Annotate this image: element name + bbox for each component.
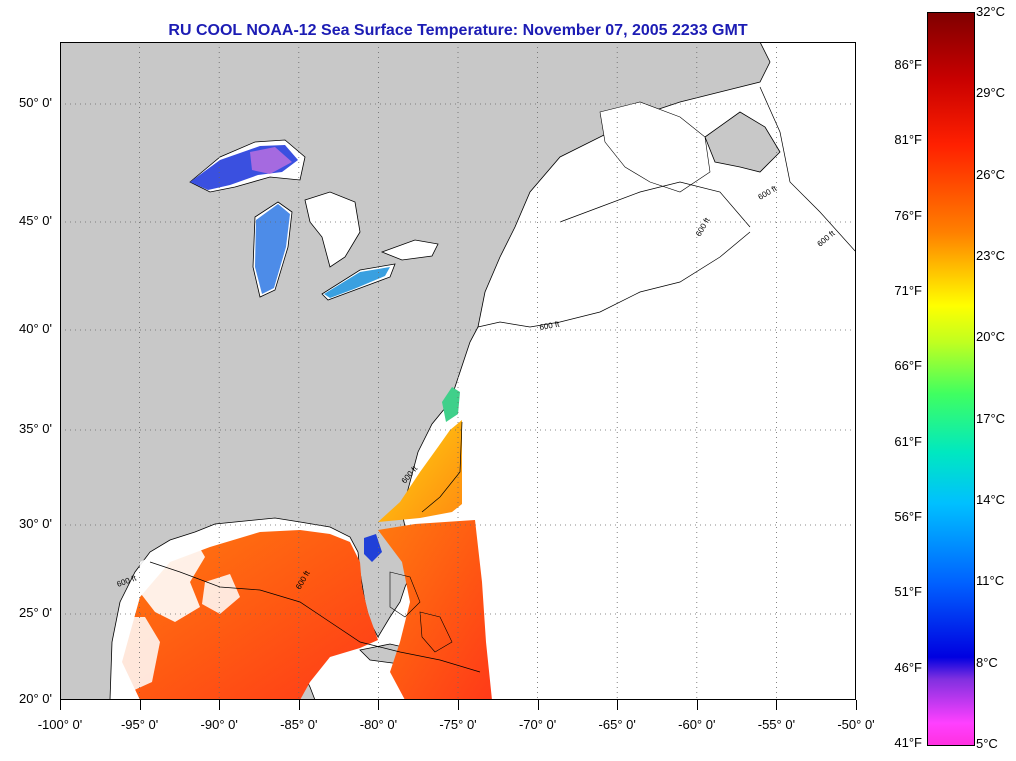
latitude-tick-label: 50° 0'	[19, 95, 52, 110]
sst-atlantic-florida	[378, 520, 492, 700]
colorbar-fahrenheit-label: 41°F	[894, 735, 922, 750]
latitude-tick-label: 30° 0'	[19, 516, 52, 531]
longitude-tick	[776, 700, 778, 710]
gulf-st-lawrence	[599, 101, 711, 193]
latitude-tick-label: 25° 0'	[19, 605, 52, 620]
newfoundland-land	[704, 111, 781, 173]
latitude-tick-label: 35° 0'	[19, 421, 52, 436]
longitude-tick	[139, 700, 141, 710]
colorbar-fahrenheit-label: 76°F	[894, 207, 922, 223]
longitude-tick	[60, 700, 61, 710]
longitude-tick-label: -70° 0'	[518, 717, 557, 732]
longitude-tick-label: -100° 0'	[37, 717, 83, 732]
sst-cloud-patch	[138, 540, 205, 622]
sst-gulf-stream	[378, 420, 462, 522]
longitude-tick-label: -75° 0'	[439, 717, 477, 732]
colorbar-celsius-label: 32°C	[976, 4, 1006, 19]
bahamas-outline	[389, 571, 453, 653]
sst-lake-michigan	[255, 204, 290, 294]
map-border	[60, 42, 856, 700]
longitude-tick-label: -85° 0'	[280, 717, 318, 732]
longitude-tick-label: -95° 0'	[120, 717, 159, 732]
longitude-tick-label: -65° 0'	[598, 717, 636, 732]
sst-lake-erie	[324, 267, 390, 298]
longitude-tick	[537, 700, 539, 710]
colorbar-fahrenheit-label: 61°F	[894, 433, 922, 449]
colorbar-celsius-label: 23°C	[976, 248, 1006, 263]
colorbar-celsius-label: 5°C	[976, 736, 998, 751]
colorbar-celsius-label: 20°C	[976, 329, 1006, 345]
map-title: RU COOL NOAA-12 Sea Surface Temperature:…	[168, 22, 748, 39]
longitude-tick-label: -55° 0'	[757, 717, 796, 732]
colorbar-celsius-label: 11°C	[976, 573, 1005, 589]
longitude-tick	[378, 700, 380, 710]
sst-map[interactable]: 600 ft 600 ft 600 ft 600 ft 600 ft 600 ft 600 …	[59, 41, 857, 701]
colorbar-fahrenheit-label: 86°F	[894, 57, 922, 72]
longitude-tick	[856, 700, 857, 710]
longitude-tick	[219, 700, 221, 710]
sst-cool-shelf	[442, 387, 460, 422]
longitude-tick-label: -90° 0'	[200, 717, 238, 732]
temperature-colorbar[interactable]	[927, 12, 975, 746]
lake-huron	[304, 191, 361, 268]
longitude-tick	[458, 700, 459, 710]
colorbar-celsius-label: 29°C	[976, 85, 1006, 101]
colorbar-fahrenheit-label: 71°F	[894, 283, 922, 298]
lake-ontario	[380, 239, 439, 261]
sst-cool-patch	[364, 534, 382, 562]
longitude-tick-label: -80° 0'	[359, 717, 398, 732]
longitude-tick	[298, 700, 300, 710]
sst-lake-superior-cool	[250, 147, 292, 174]
longitude-tick	[617, 700, 619, 710]
sst-cloud-patch	[118, 617, 160, 692]
colorbar-fahrenheit-label: 51°F	[894, 584, 922, 600]
longitude-tick	[696, 700, 698, 710]
longitude-tick-label: -60° 0'	[678, 717, 716, 732]
latitude-tick-label: 45° 0'	[19, 213, 52, 228]
colorbar-fahrenheit-label: 46°F	[894, 659, 922, 675]
colorbar-fahrenheit-label: 81°F	[894, 132, 922, 148]
colorbar-fahrenheit-label: 56°F	[894, 509, 922, 524]
latitude-tick-label: 20° 0'	[19, 691, 52, 706]
isobath-label: 600 ft	[539, 319, 561, 331]
colorbar-fahrenheit-label: 66°F	[894, 358, 922, 374]
longitude-tick-label: -50° 0'	[837, 717, 875, 732]
latitude-tick-label: 40° 0'	[19, 321, 52, 336]
colorbar-celsius-label: 17°C	[976, 410, 1006, 426]
isobath-600ft-line	[149, 86, 857, 673]
colorbar-celsius-label: 26°C	[976, 166, 1006, 182]
colorbar-celsius-label: 8°C	[976, 654, 998, 670]
colorbar-celsius-label: 14°C	[976, 492, 1006, 507]
